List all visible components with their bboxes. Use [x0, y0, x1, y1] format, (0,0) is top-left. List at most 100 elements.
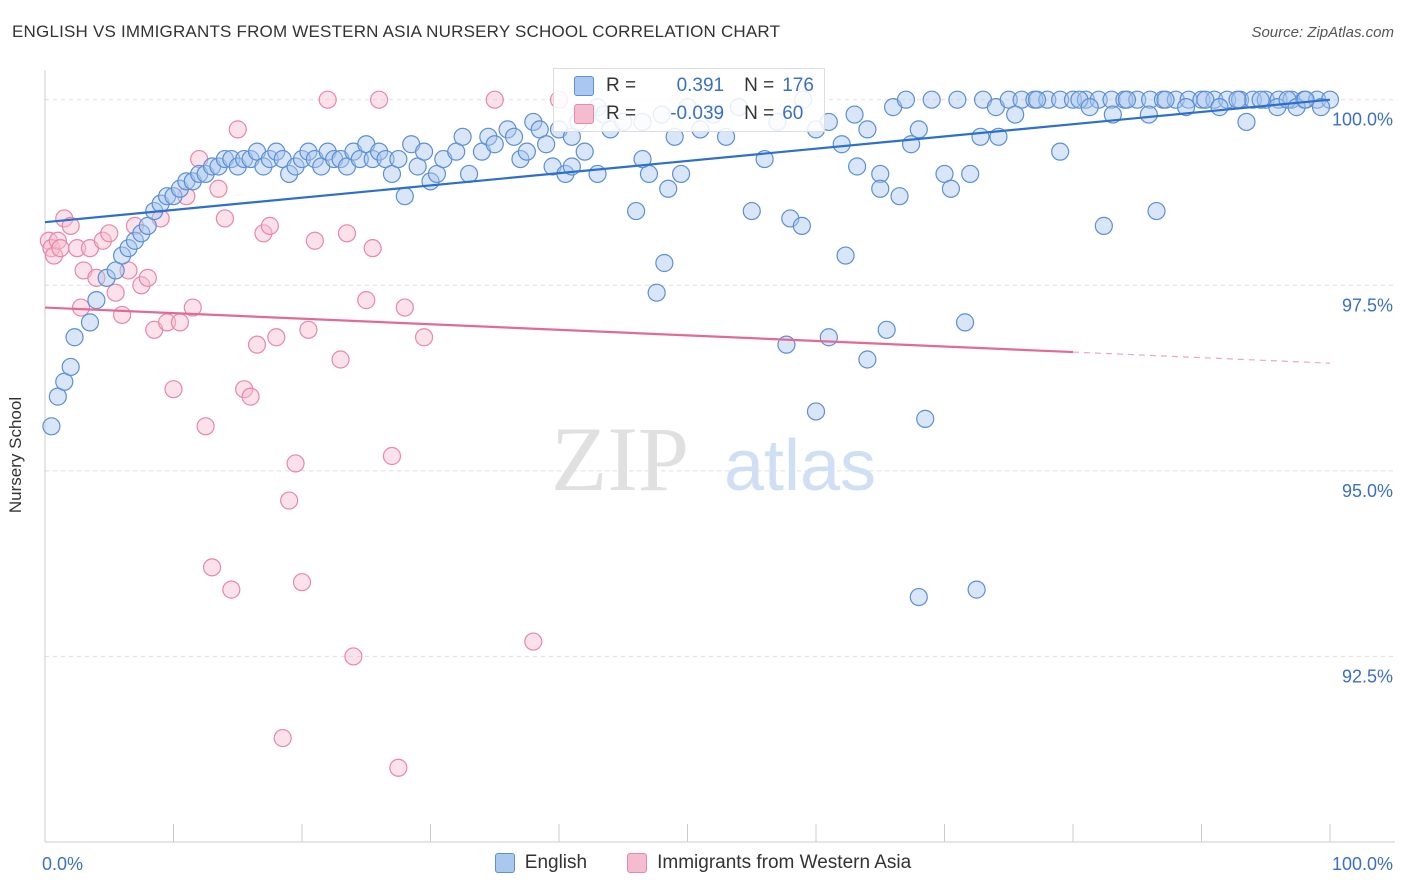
english-point [871, 164, 890, 184]
immigrants-point [395, 298, 414, 317]
immigrants-point [344, 647, 363, 666]
english-point [414, 142, 434, 161]
y-axis-title: Nursery School [6, 396, 25, 514]
immigrants-point [267, 328, 286, 347]
stats-box: R = 0.391 N = 176 R = -0.039 N = 60 [553, 68, 825, 132]
english-point [1196, 90, 1215, 109]
english-point [453, 127, 472, 146]
english-point [877, 320, 896, 339]
immigrants-point [170, 313, 190, 332]
english-point [1051, 90, 1070, 109]
english-point [1038, 90, 1057, 109]
english-point [524, 112, 543, 132]
legend: English Immigrants from Western Asia [0, 852, 1406, 874]
english-point [222, 149, 241, 169]
english-point [836, 246, 855, 265]
english-point [286, 157, 305, 176]
english-point [164, 187, 183, 206]
english-point [955, 313, 975, 332]
english-point [845, 105, 864, 124]
english-trend-line [44, 98, 1331, 224]
immigrants-r-value: -0.039 [670, 103, 725, 124]
immigrants-point [363, 239, 382, 258]
english-point [659, 179, 678, 198]
immigrants-point [222, 580, 241, 599]
immigrants-point [61, 216, 80, 235]
english-point [112, 246, 132, 265]
english-point [916, 409, 935, 428]
immigrants-point [51, 239, 70, 258]
immigrants-point [112, 305, 132, 325]
immigrants-point [337, 224, 357, 243]
immigrants-point [414, 328, 434, 347]
immigrants-point [202, 558, 222, 577]
english-point [1147, 201, 1166, 221]
english-point [1237, 112, 1256, 132]
english-point [517, 142, 536, 161]
immigrants-point [318, 90, 337, 109]
english-point [65, 328, 84, 347]
english-point [858, 120, 877, 139]
y-tick-label: 92.5% [1342, 666, 1393, 686]
english-point [1228, 90, 1247, 109]
trend-lines [44, 98, 1331, 364]
immigrants-point [389, 758, 408, 777]
immigrants-point [106, 283, 125, 302]
english-point [655, 253, 674, 273]
immigrants-n-label: N = [744, 103, 775, 124]
x-tick-label-min: 0.0% [42, 854, 83, 874]
english-point [633, 149, 652, 169]
immigrants-stat-swatch [574, 104, 594, 124]
english-point [80, 313, 100, 332]
legend-item-english[interactable]: English [494, 852, 587, 874]
english-r-label: R = [606, 75, 637, 96]
watermark-atlas: atlas [724, 426, 876, 506]
english-point [971, 127, 990, 146]
english-point [1139, 105, 1158, 124]
immigrants-point [228, 120, 247, 139]
english-point [511, 149, 530, 169]
immigrants-legend-swatch [627, 853, 648, 873]
english-point [254, 157, 273, 176]
english-point [119, 239, 138, 258]
english-point [389, 149, 408, 169]
english-point [1128, 90, 1147, 109]
english-point [1268, 98, 1287, 117]
english-point [858, 350, 877, 369]
immigrants-point [260, 216, 279, 235]
english-point [363, 149, 382, 169]
english-point [370, 142, 389, 161]
english-point [132, 224, 151, 243]
english-stat-swatch [574, 76, 594, 96]
chart-title: ENGLISH VS IMMIGRANTS FROM WESTERN ASIA … [12, 22, 781, 41]
immigrants-point [524, 632, 543, 651]
english-point [498, 120, 517, 139]
y-tick-label: 95.0% [1342, 481, 1393, 501]
legend-label-immigrants: Immigrants from Western Asia [657, 852, 912, 873]
english-point [909, 587, 928, 607]
english-point [647, 283, 666, 302]
immigrants-point [132, 276, 151, 295]
immigrants-point [215, 209, 234, 228]
english-point [1063, 90, 1083, 109]
english-point [871, 179, 890, 198]
immigrants-point [331, 350, 350, 369]
immigrants-point [305, 231, 324, 250]
english-point [485, 135, 504, 154]
y-tick-labels: 92.5% 95.0% 97.5% 100.0% [1332, 110, 1393, 687]
english-point [1027, 90, 1047, 109]
english-point [967, 580, 986, 599]
immigrants-trend-line-dashed [1072, 351, 1331, 364]
english-point [87, 291, 106, 310]
english-point [819, 328, 838, 347]
english-point [1156, 90, 1175, 109]
immigrants-point [196, 417, 215, 436]
immigrants-point [44, 246, 64, 265]
stats-row-english: R = 0.391 N = 176 [574, 72, 814, 100]
legend-item-immigrants[interactable]: Immigrants from Western Asia [627, 852, 911, 874]
immigrants-point [273, 728, 292, 748]
english-point [806, 402, 826, 421]
immigrants-trend-line [44, 306, 1074, 354]
english-point [1102, 90, 1121, 109]
immigrants-point [286, 454, 305, 473]
